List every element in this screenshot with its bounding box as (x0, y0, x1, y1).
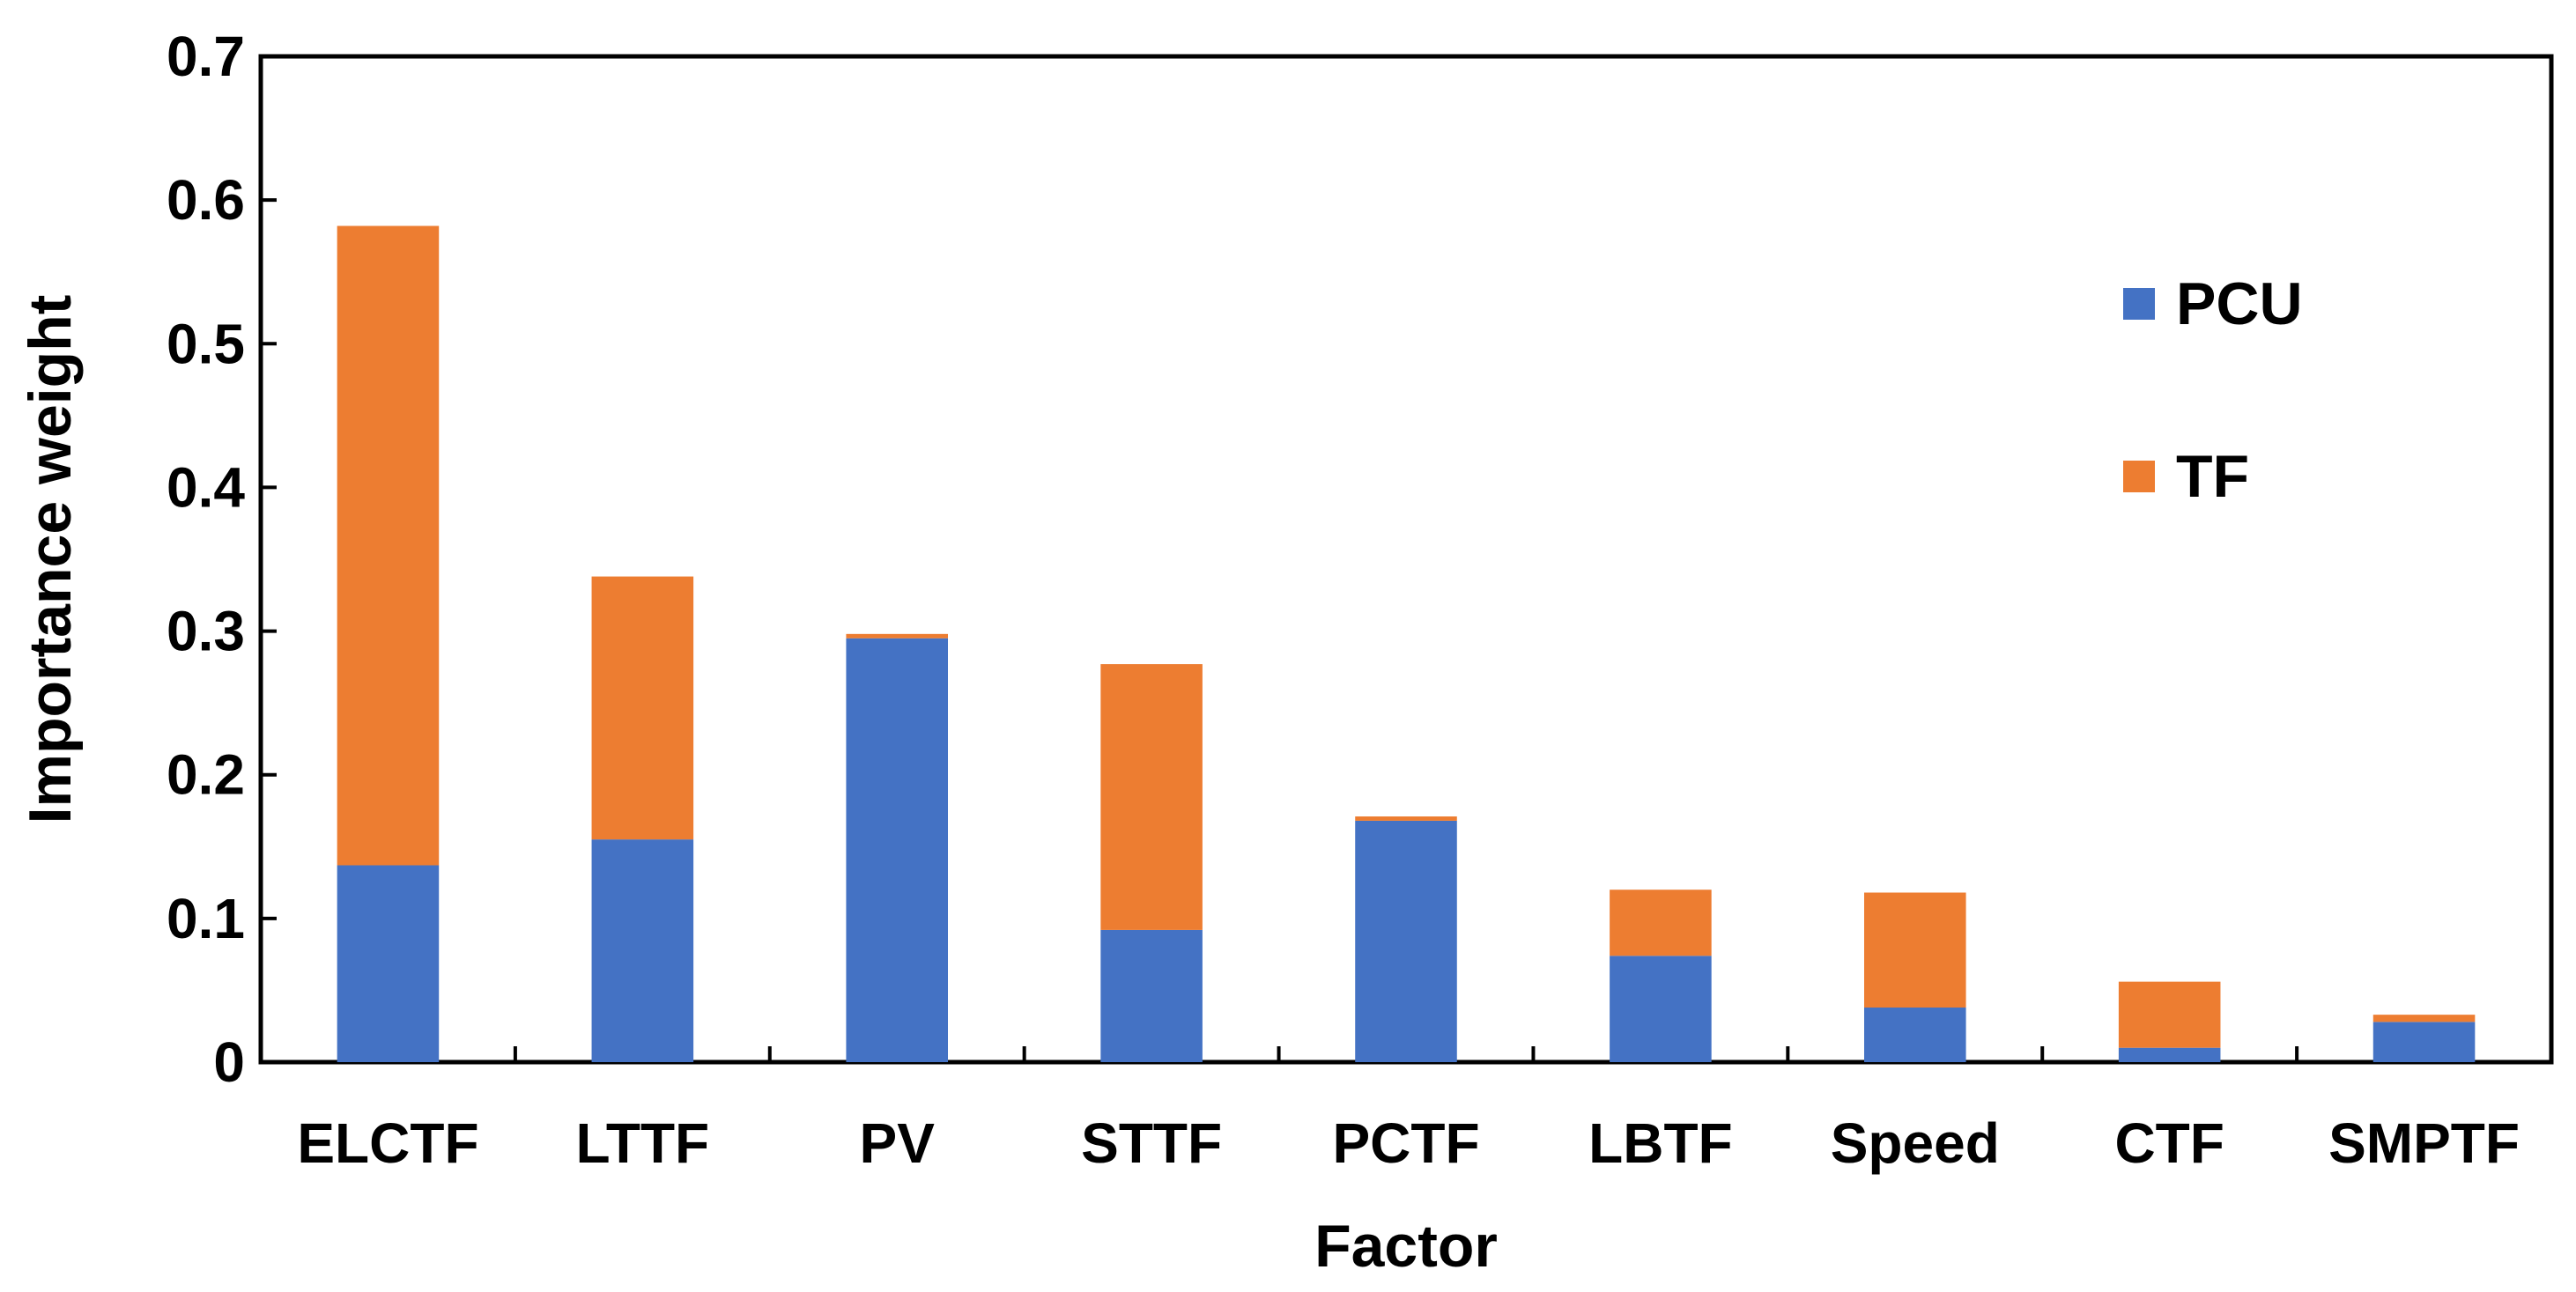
y-axis-ticks: 0 0.1 0.2 0.3 0.4 0.5 0.6 0.7 (167, 25, 277, 1094)
x-axis-title: Factor (1314, 1213, 1498, 1280)
legend-label-tf: TF (2176, 443, 2249, 510)
legend-swatch-tf (2123, 461, 2155, 492)
x-axis-ticks (513, 1046, 2299, 1062)
bar-tf-pv (846, 633, 948, 639)
bar-pcu-speed (1864, 1008, 1966, 1062)
bar-tf-ctf (2118, 981, 2221, 1048)
x-category-label: STTF (1081, 1111, 1222, 1175)
x-category-label: CTF (2114, 1111, 2224, 1175)
y-axis-title: Importance weight (17, 295, 84, 824)
bar-pcu-elctf (337, 865, 440, 1062)
x-axis-category-labels: ELCTF LTTF PV STTF PCTF LBTF Speed CTF SMPTF (297, 1111, 2520, 1175)
bar-tf-lttf (591, 576, 694, 840)
bar-pcu-pv (846, 638, 948, 1062)
bars (337, 225, 2476, 1062)
x-category-label: SMPTF (2328, 1111, 2520, 1175)
x-category-label: Speed (1831, 1111, 2000, 1175)
bar-tf-speed (1864, 892, 1966, 1008)
x-category-label: PCTF (1332, 1111, 1479, 1175)
y-tick-label: 0.1 (167, 887, 245, 950)
bar-tf-smptf (2372, 1015, 2476, 1023)
bar-tf-lbtf (1610, 890, 1712, 956)
legend-swatch-pcu (2123, 288, 2155, 320)
legend: PCU TF (2123, 270, 2303, 510)
y-tick-label: 0.2 (167, 743, 245, 807)
x-category-label: PV (860, 1111, 936, 1175)
bar-pcu-pctf (1355, 820, 1457, 1062)
y-tick-label: 0.4 (167, 455, 245, 519)
y-tick-label: 0.5 (167, 312, 245, 375)
x-category-label: LBTF (1588, 1111, 1733, 1175)
bar-tf-pctf (1355, 816, 1457, 821)
y-tick-label: 0 (213, 1030, 245, 1094)
bar-tf-sttf (1100, 664, 1203, 930)
y-tick-label: 0.6 (167, 168, 245, 232)
bar-pcu-ctf (2118, 1047, 2221, 1062)
bar-pcu-sttf (1100, 929, 1203, 1062)
x-category-label: ELCTF (297, 1111, 478, 1175)
y-tick-label: 0.3 (167, 600, 245, 663)
y-tick-label: 0.7 (167, 25, 245, 88)
x-category-label: LTTF (576, 1111, 710, 1175)
bar-pcu-lttf (591, 839, 694, 1062)
bar-pcu-smptf (2372, 1022, 2476, 1062)
legend-label-pcu: PCU (2176, 270, 2303, 337)
bar-tf-elctf (337, 225, 440, 866)
bar-pcu-lbtf (1610, 956, 1712, 1062)
